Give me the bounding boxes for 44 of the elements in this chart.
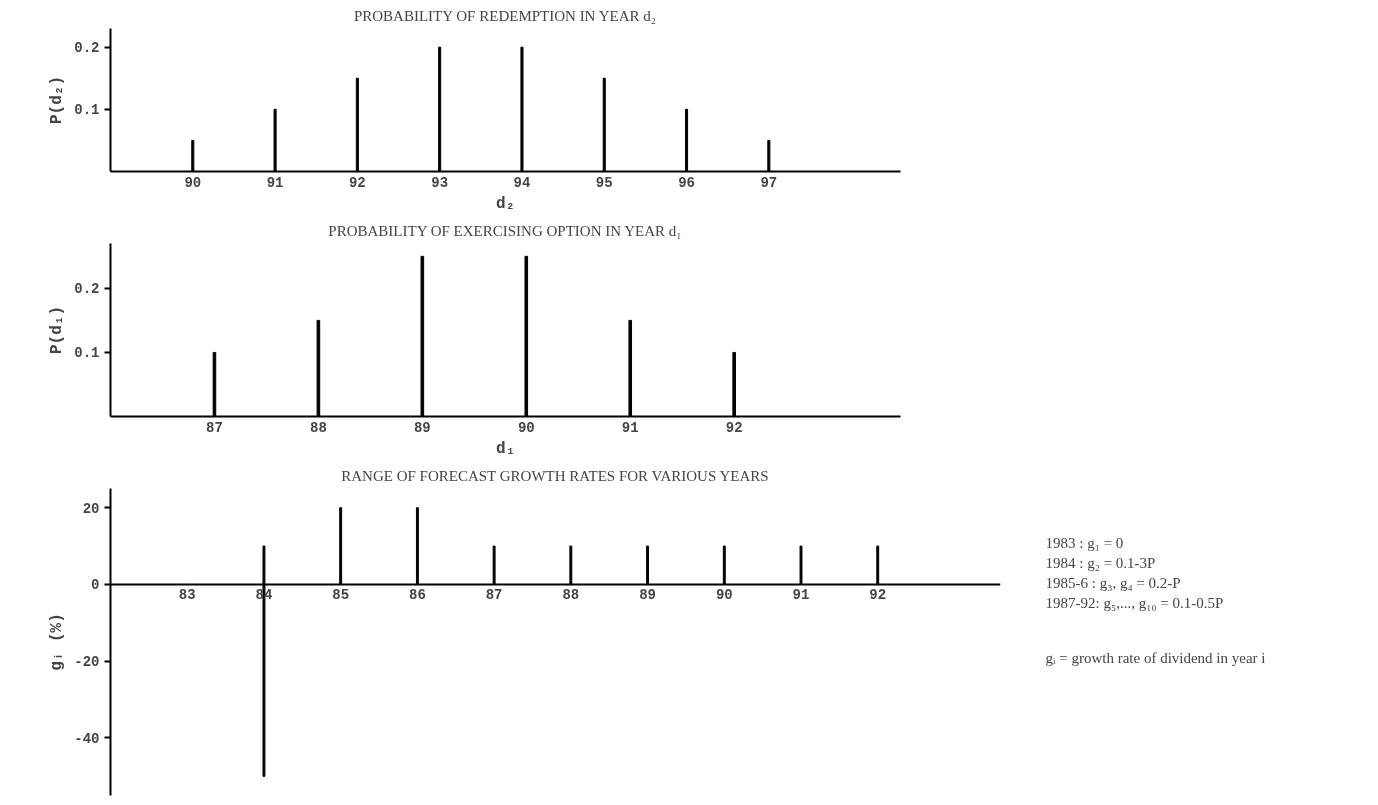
x-tick-label: 89: [639, 587, 656, 604]
x-tick-label: 90: [517, 419, 535, 436]
y-tick-label: 0: [91, 577, 100, 594]
x-axis-title: d₁: [495, 439, 516, 458]
x-tick-label: 93: [431, 174, 449, 191]
x-tick-label: 89: [413, 419, 431, 436]
x-axis-title: d₂: [495, 194, 516, 213]
x-tick-label: 94: [513, 174, 531, 191]
x-tick-label: 86: [409, 587, 426, 604]
text: 1987-92: g₅,..., g₁₀ = 0.1-0.5P: [1045, 594, 1224, 611]
x-tick-label: 92: [348, 174, 366, 191]
y-tick-label: 0.1: [74, 102, 100, 119]
x-tick-label: 95: [595, 174, 613, 191]
x-tick-label: 85: [332, 587, 350, 604]
y-axis-title: P(d₂): [48, 75, 67, 124]
x-tick-label: 97: [760, 174, 778, 191]
chart-title: PROBABILITY OF REDEMPTION IN YEAR d₂: [353, 7, 656, 24]
x-tick-label: 90: [184, 174, 202, 191]
x-tick-label: 92: [725, 419, 743, 436]
text: 1984 : g₂ = 0.1-3P: [1045, 554, 1156, 571]
y-axis-title: gᵢ (%): [48, 613, 67, 671]
text: 1985-6 : g₃, g₄ = 0.2-P: [1045, 574, 1181, 591]
x-tick-label: 92: [869, 587, 887, 604]
x-tick-label: 96: [678, 174, 695, 191]
x-tick-label: 91: [621, 419, 639, 436]
y-tick-label: -40: [74, 730, 100, 747]
y-tick-label: 20: [82, 500, 100, 517]
chart-title: PROBABILITY OF EXERCISING OPTION IN YEAR d₁: [328, 222, 682, 239]
y-axis-title: P(d₁): [48, 305, 67, 354]
y-tick-label: 0.2: [74, 40, 100, 57]
text: gᵢ = growth rate of dividend in year i: [1045, 649, 1266, 666]
text: 1983 : g₁ = 0: [1045, 534, 1124, 551]
y-tick-label: 0.1: [74, 345, 100, 362]
x-tick-label: 91: [792, 587, 810, 604]
y-tick-label: -20: [74, 654, 100, 671]
x-tick-label: 91: [266, 174, 284, 191]
x-tick-label: 83: [178, 587, 196, 604]
x-tick-label: 87: [206, 419, 223, 436]
x-tick-label: 87: [485, 587, 503, 604]
x-tick-label: 88: [309, 419, 327, 436]
x-tick-label: 90: [715, 587, 733, 604]
chart-title: RANGE OF FORECAST GROWTH RATES FOR VARIOUS YEARS: [341, 467, 769, 484]
x-tick-label: 88: [562, 587, 580, 604]
y-tick-label: 0.2: [74, 281, 100, 298]
